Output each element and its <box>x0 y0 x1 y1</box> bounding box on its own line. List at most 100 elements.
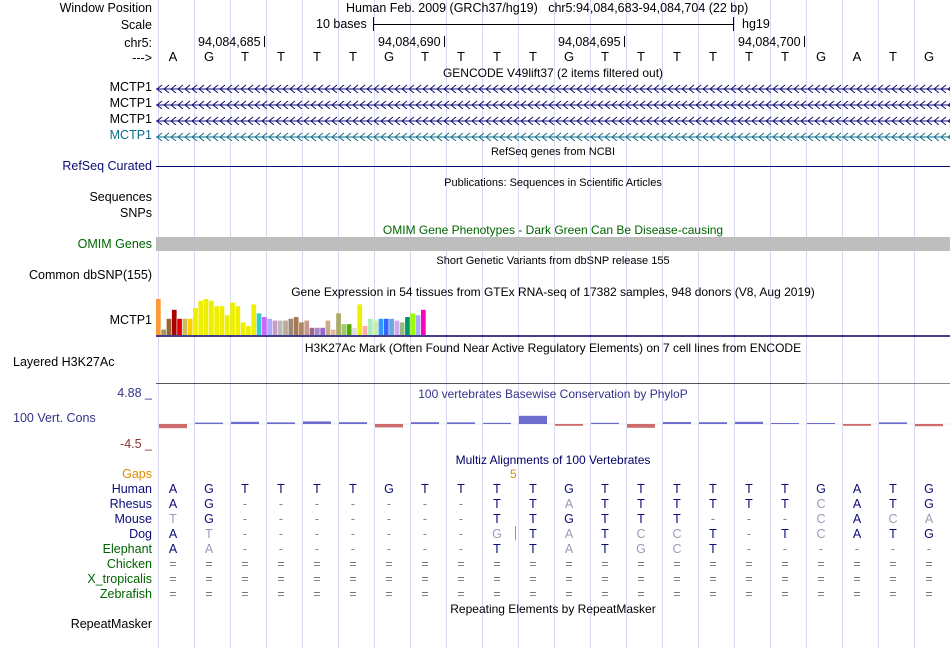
gtex-tissue-bar[interactable] <box>288 318 294 335</box>
gtex-tissue-bar[interactable] <box>256 313 262 335</box>
gtex-tissue-bar[interactable] <box>224 315 230 335</box>
gtex-tissue-bar[interactable] <box>362 326 368 335</box>
multiz-species-label[interactable]: Chicken <box>106 557 152 571</box>
gtex-tissue-bar[interactable] <box>410 313 416 335</box>
gtex-tissue-bar[interactable] <box>320 327 325 335</box>
phylop-score-bar[interactable] <box>663 422 691 424</box>
omim-gene-bar[interactable] <box>156 237 950 251</box>
h3k27ac-label[interactable]: Layered H3K27Ac <box>13 355 115 369</box>
gtex-tissue-bar[interactable] <box>415 315 421 335</box>
multiz-species-label[interactable]: Human <box>111 482 152 496</box>
gtex-tissue-bar[interactable] <box>156 299 161 335</box>
gtex-tissue-bar[interactable] <box>251 304 257 335</box>
multiz-title[interactable]: Multiz Alignments of 100 Vertebrates <box>455 453 651 467</box>
gtex-tissue-bar[interactable] <box>177 318 182 335</box>
gencode-track-label-4[interactable]: MCTP1 <box>109 128 152 142</box>
phylop-score-bar[interactable] <box>555 424 583 426</box>
phylop-score-bar[interactable] <box>195 422 223 424</box>
multiz-species-label[interactable]: Zebrafish <box>99 587 152 601</box>
gtex-tissue-bar[interactable] <box>182 318 188 335</box>
multiz-species-label[interactable]: Dog <box>129 527 152 541</box>
gtex-tissue-bar[interactable] <box>336 313 341 335</box>
gtex-tissue-bar[interactable] <box>283 320 288 335</box>
phylop-score-bar[interactable] <box>159 424 187 429</box>
phylop-score-bar[interactable] <box>699 422 727 424</box>
gtex-tissue-bar[interactable] <box>161 329 166 335</box>
gencode-track-4[interactable] <box>156 131 950 141</box>
gtex-tissue-bar[interactable] <box>394 320 400 335</box>
phylop-score-bar[interactable] <box>879 422 907 424</box>
gtex-tissue-bar[interactable] <box>203 299 209 335</box>
phylop-score-bar[interactable] <box>375 424 403 428</box>
phylop-score-bar[interactable] <box>411 422 439 424</box>
phylop-score-bar[interactable] <box>591 422 619 424</box>
gtex-tissue-bar[interactable] <box>383 318 389 335</box>
refseq-title[interactable]: RefSeq genes from NCBI <box>490 146 616 158</box>
gtex-tissue-bar[interactable] <box>373 320 378 335</box>
gtex-tissue-bar[interactable] <box>219 306 225 335</box>
multiz-species-label[interactable]: Elephant <box>102 542 152 556</box>
repeatmasker-label[interactable]: RepeatMasker <box>70 617 152 631</box>
gtex-tissue-bar[interactable] <box>277 320 283 335</box>
gencode-track-label-3[interactable]: MCTP1 <box>109 112 152 126</box>
gtex-tissue-bar[interactable] <box>272 320 278 335</box>
gtex-tissue-bar[interactable] <box>330 329 336 335</box>
phylop-score-bar[interactable] <box>807 423 835 424</box>
gtex-tissue-bar[interactable] <box>262 317 267 335</box>
gencode-track-1[interactable] <box>156 83 950 93</box>
dbsnp-title[interactable]: Short Genetic Variants from dbSNP releas… <box>436 255 670 267</box>
gtex-tissue-bar[interactable] <box>299 322 304 335</box>
gtex-tissue-bar[interactable] <box>346 324 352 335</box>
gtex-tissue-bar[interactable] <box>187 318 193 335</box>
phylop-score-bar[interactable] <box>627 424 655 428</box>
omim-title[interactable]: OMIM Gene Phenotypes - Dark Green Can Be… <box>382 223 724 237</box>
gtex-title[interactable]: Gene Expression in 54 tissues from GTEx … <box>291 285 815 299</box>
refseq-track-line[interactable] <box>156 166 950 167</box>
gtex-tissue-bar[interactable] <box>378 318 384 335</box>
gtex-tissue-bar[interactable] <box>325 320 331 335</box>
gtex-tissue-bar[interactable] <box>230 302 235 335</box>
gtex-tissue-bar[interactable] <box>166 318 172 335</box>
multiz-species-label[interactable]: X_tropicalis <box>87 572 152 586</box>
gtex-tissue-bar[interactable] <box>198 300 204 335</box>
phylop-score-bar[interactable] <box>231 421 259 424</box>
publications-label-snps[interactable]: SNPs <box>120 206 152 220</box>
multiz-species-label[interactable]: Mouse <box>114 512 152 526</box>
publications-label-sequences[interactable]: Sequences <box>89 190 152 204</box>
gtex-tissue-bar[interactable] <box>293 317 299 335</box>
gap-marker[interactable]: 5 <box>510 467 517 481</box>
dbsnp-label[interactable]: Common dbSNP(155) <box>29 268 152 282</box>
publications-title[interactable]: Publications: Sequences in Scientific Ar… <box>444 177 662 189</box>
phylop-score-bar[interactable] <box>303 421 331 424</box>
multiz-species-label[interactable]: Rhesus <box>109 497 152 511</box>
h3k27ac-title[interactable]: H3K27Ac Mark (Often Found Near Active Re… <box>304 341 802 355</box>
gtex-tissue-bar[interactable] <box>214 306 219 335</box>
gtex-tissue-bar[interactable] <box>421 309 426 335</box>
repeatmasker-title[interactable]: Repeating Elements by RepeatMasker <box>450 602 656 616</box>
gtex-tissue-bar[interactable] <box>246 326 251 335</box>
omim-label[interactable]: OMIM Genes <box>77 237 152 251</box>
gtex-tissue-bar[interactable] <box>341 324 347 335</box>
gtex-bar-chart[interactable] <box>156 298 950 338</box>
gencode-track-3[interactable] <box>156 115 950 125</box>
gtex-tissue-bar[interactable] <box>357 304 363 335</box>
phylop-score-bar[interactable] <box>915 424 943 427</box>
gtex-tissue-bar[interactable] <box>309 327 315 335</box>
gtex-tissue-bar[interactable] <box>368 318 373 335</box>
phylop-label[interactable]: 100 Vert. Cons <box>13 411 96 425</box>
phylop-title[interactable]: 100 vertebrates Basewise Conservation by… <box>418 387 688 401</box>
gtex-tissue-bar[interactable] <box>267 318 272 335</box>
gtex-tissue-bar[interactable] <box>240 322 246 335</box>
phylop-score-bar[interactable] <box>483 422 511 424</box>
gtex-tissue-bar[interactable] <box>399 322 405 335</box>
gtex-tissue-bar[interactable] <box>171 309 177 335</box>
phylop-score-bar[interactable] <box>771 423 799 424</box>
gtex-tissue-bar[interactable] <box>405 317 410 335</box>
gtex-label[interactable]: MCTP1 <box>109 313 152 327</box>
phylop-score-bar[interactable] <box>519 415 547 424</box>
phylop-score-bar[interactable] <box>843 424 871 426</box>
phylop-plot[interactable] <box>156 400 950 450</box>
gtex-tissue-bar[interactable] <box>235 306 241 335</box>
gtex-tissue-bar[interactable] <box>389 318 394 335</box>
gtex-tissue-bar[interactable] <box>304 320 310 335</box>
